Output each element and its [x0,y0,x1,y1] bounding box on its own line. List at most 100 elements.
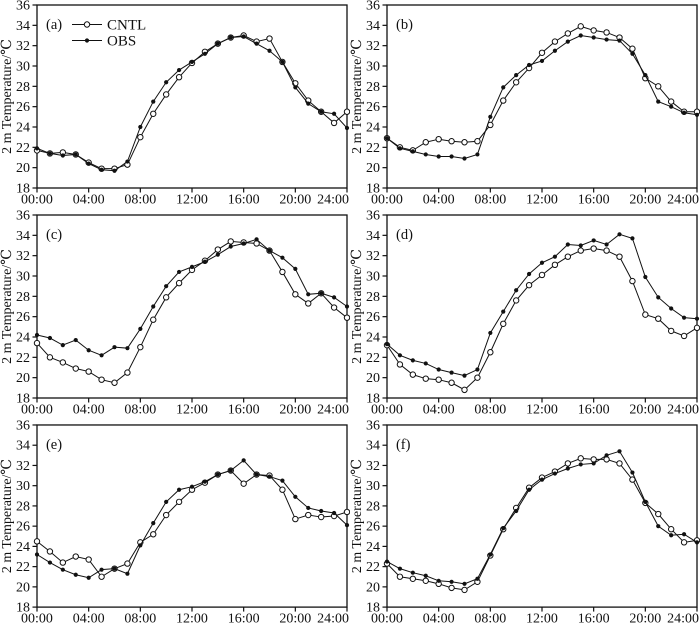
filled-circle-marker [267,474,272,479]
x-tick-label: 00:00 [371,193,403,208]
filled-circle-marker [656,295,661,300]
y-tick-label: 30 [16,60,30,75]
obs-line [36,36,348,172]
open-circle-marker [409,371,417,378]
open-circle-marker [603,29,610,36]
open-circle-marker [292,291,299,298]
open-circle-marker [448,584,455,592]
open-circle-marker [422,375,429,382]
y-tick-label: 28 [16,499,30,514]
filled-circle-marker [436,154,441,159]
y-tick-label: 32 [16,459,30,474]
x-tick-label: 16:00 [228,612,260,627]
filled-circle-marker [331,510,337,516]
filled-circle-marker [267,248,272,253]
open-circle-marker [680,539,688,546]
filled-circle-marker [86,161,91,166]
y-tick-label: 24 [16,121,30,136]
x-tick-label: 12:00 [176,612,208,627]
filled-circle-marker [319,508,324,514]
open-circle-marker [330,119,338,127]
x-tick-label: 08:00 [474,612,506,627]
open-circle-marker [448,138,455,145]
filled-circle-marker [526,271,532,277]
legend-open-circle-marker [83,21,91,28]
panel-e: 18 20 22 24 26 28 30 32 34 36 00:00 04:00 08:00 12:00… [0,420,350,629]
y-tick-label: 18 [16,182,30,197]
y-tick-label: 28 [366,499,380,514]
open-circle-marker [629,45,636,52]
filled-circle-marker [514,73,519,78]
filled-circle-marker [60,153,65,158]
filled-circle-marker [176,487,182,492]
y-tick-label: 36 [16,420,30,433]
filled-circle-marker [47,560,53,565]
panel-letter: (f) [396,437,411,453]
y-tick-label: 30 [366,60,380,75]
open-circle-marker [85,368,92,375]
x-tick-label: 12:00 [526,193,558,208]
filled-circle-marker [462,373,467,378]
panel-c: 18 20 22 24 26 28 30 32 34 36 00:00 04:00 08:00 12:00… [0,210,350,420]
open-circle-marker [330,304,338,311]
filled-circle-marker [410,570,415,575]
x-tick-label: 20:00 [279,193,311,208]
open-circle-marker [448,379,455,386]
open-circle-marker [603,247,610,254]
y-axis-title: 2 m Temperature/℃ [350,39,365,154]
obs-line [36,459,348,579]
filled-circle-marker [138,543,143,548]
open-circle-marker [33,339,41,347]
filled-circle-marker [267,48,272,53]
y-tick-label: 36 [366,420,380,433]
plot-frame [386,424,698,608]
y-tick-label: 20 [16,161,30,176]
filled-circle-marker [47,151,53,156]
open-circle-marker [150,110,157,117]
open-circle-marker [33,538,41,545]
filled-circle-marker [138,326,143,331]
x-tick-label: 20:00 [629,193,661,208]
cntl-line [386,25,697,151]
filled-circle-marker [578,33,583,38]
filled-circle-marker [410,358,415,363]
filled-circle-marker [617,38,622,43]
filled-circle-marker [669,533,674,538]
filled-circle-marker [591,461,596,466]
filled-circle-marker [552,48,558,53]
panel-f: 18 20 22 24 26 28 30 32 34 36 00:00 04:00 08:00 12:00… [350,420,700,629]
open-circle-marker [124,560,131,567]
open-circle-marker [111,379,118,386]
open-circle-marker [46,354,54,361]
y-tick-label: 26 [16,520,30,535]
legend-label: OBS [107,34,136,50]
y-tick-label: 34 [16,19,30,34]
x-tick-label: 00:00 [21,612,53,627]
open-circle-marker [629,277,636,285]
y-tick-label: 28 [366,290,380,305]
y-tick-label: 30 [16,270,30,285]
panel-d: 18 20 22 24 26 28 30 32 34 36 00:00 04:00 08:00 12:00… [350,210,700,420]
open-circle-marker [680,332,688,340]
open-circle-marker [667,327,675,335]
filled-circle-marker [151,521,156,526]
filled-circle-marker [694,112,700,117]
open-circle-marker [590,245,597,252]
y-tick-label: 34 [16,439,30,454]
y-tick-label: 18 [366,392,380,407]
open-circle-marker [59,359,67,366]
x-tick-label: 08:00 [474,193,506,208]
plot-frame [36,424,348,608]
open-circle-marker [137,133,144,141]
y-tick-label: 28 [16,290,30,305]
filled-circle-marker [410,149,415,154]
open-circle-marker [214,246,222,253]
filled-circle-marker [384,136,390,141]
filled-circle-marker [630,51,635,56]
open-circle-marker [512,297,520,304]
filled-circle-marker [138,124,143,130]
open-circle-marker [98,376,105,383]
panel-letter: (e) [46,437,62,453]
filled-circle-marker [112,345,117,350]
